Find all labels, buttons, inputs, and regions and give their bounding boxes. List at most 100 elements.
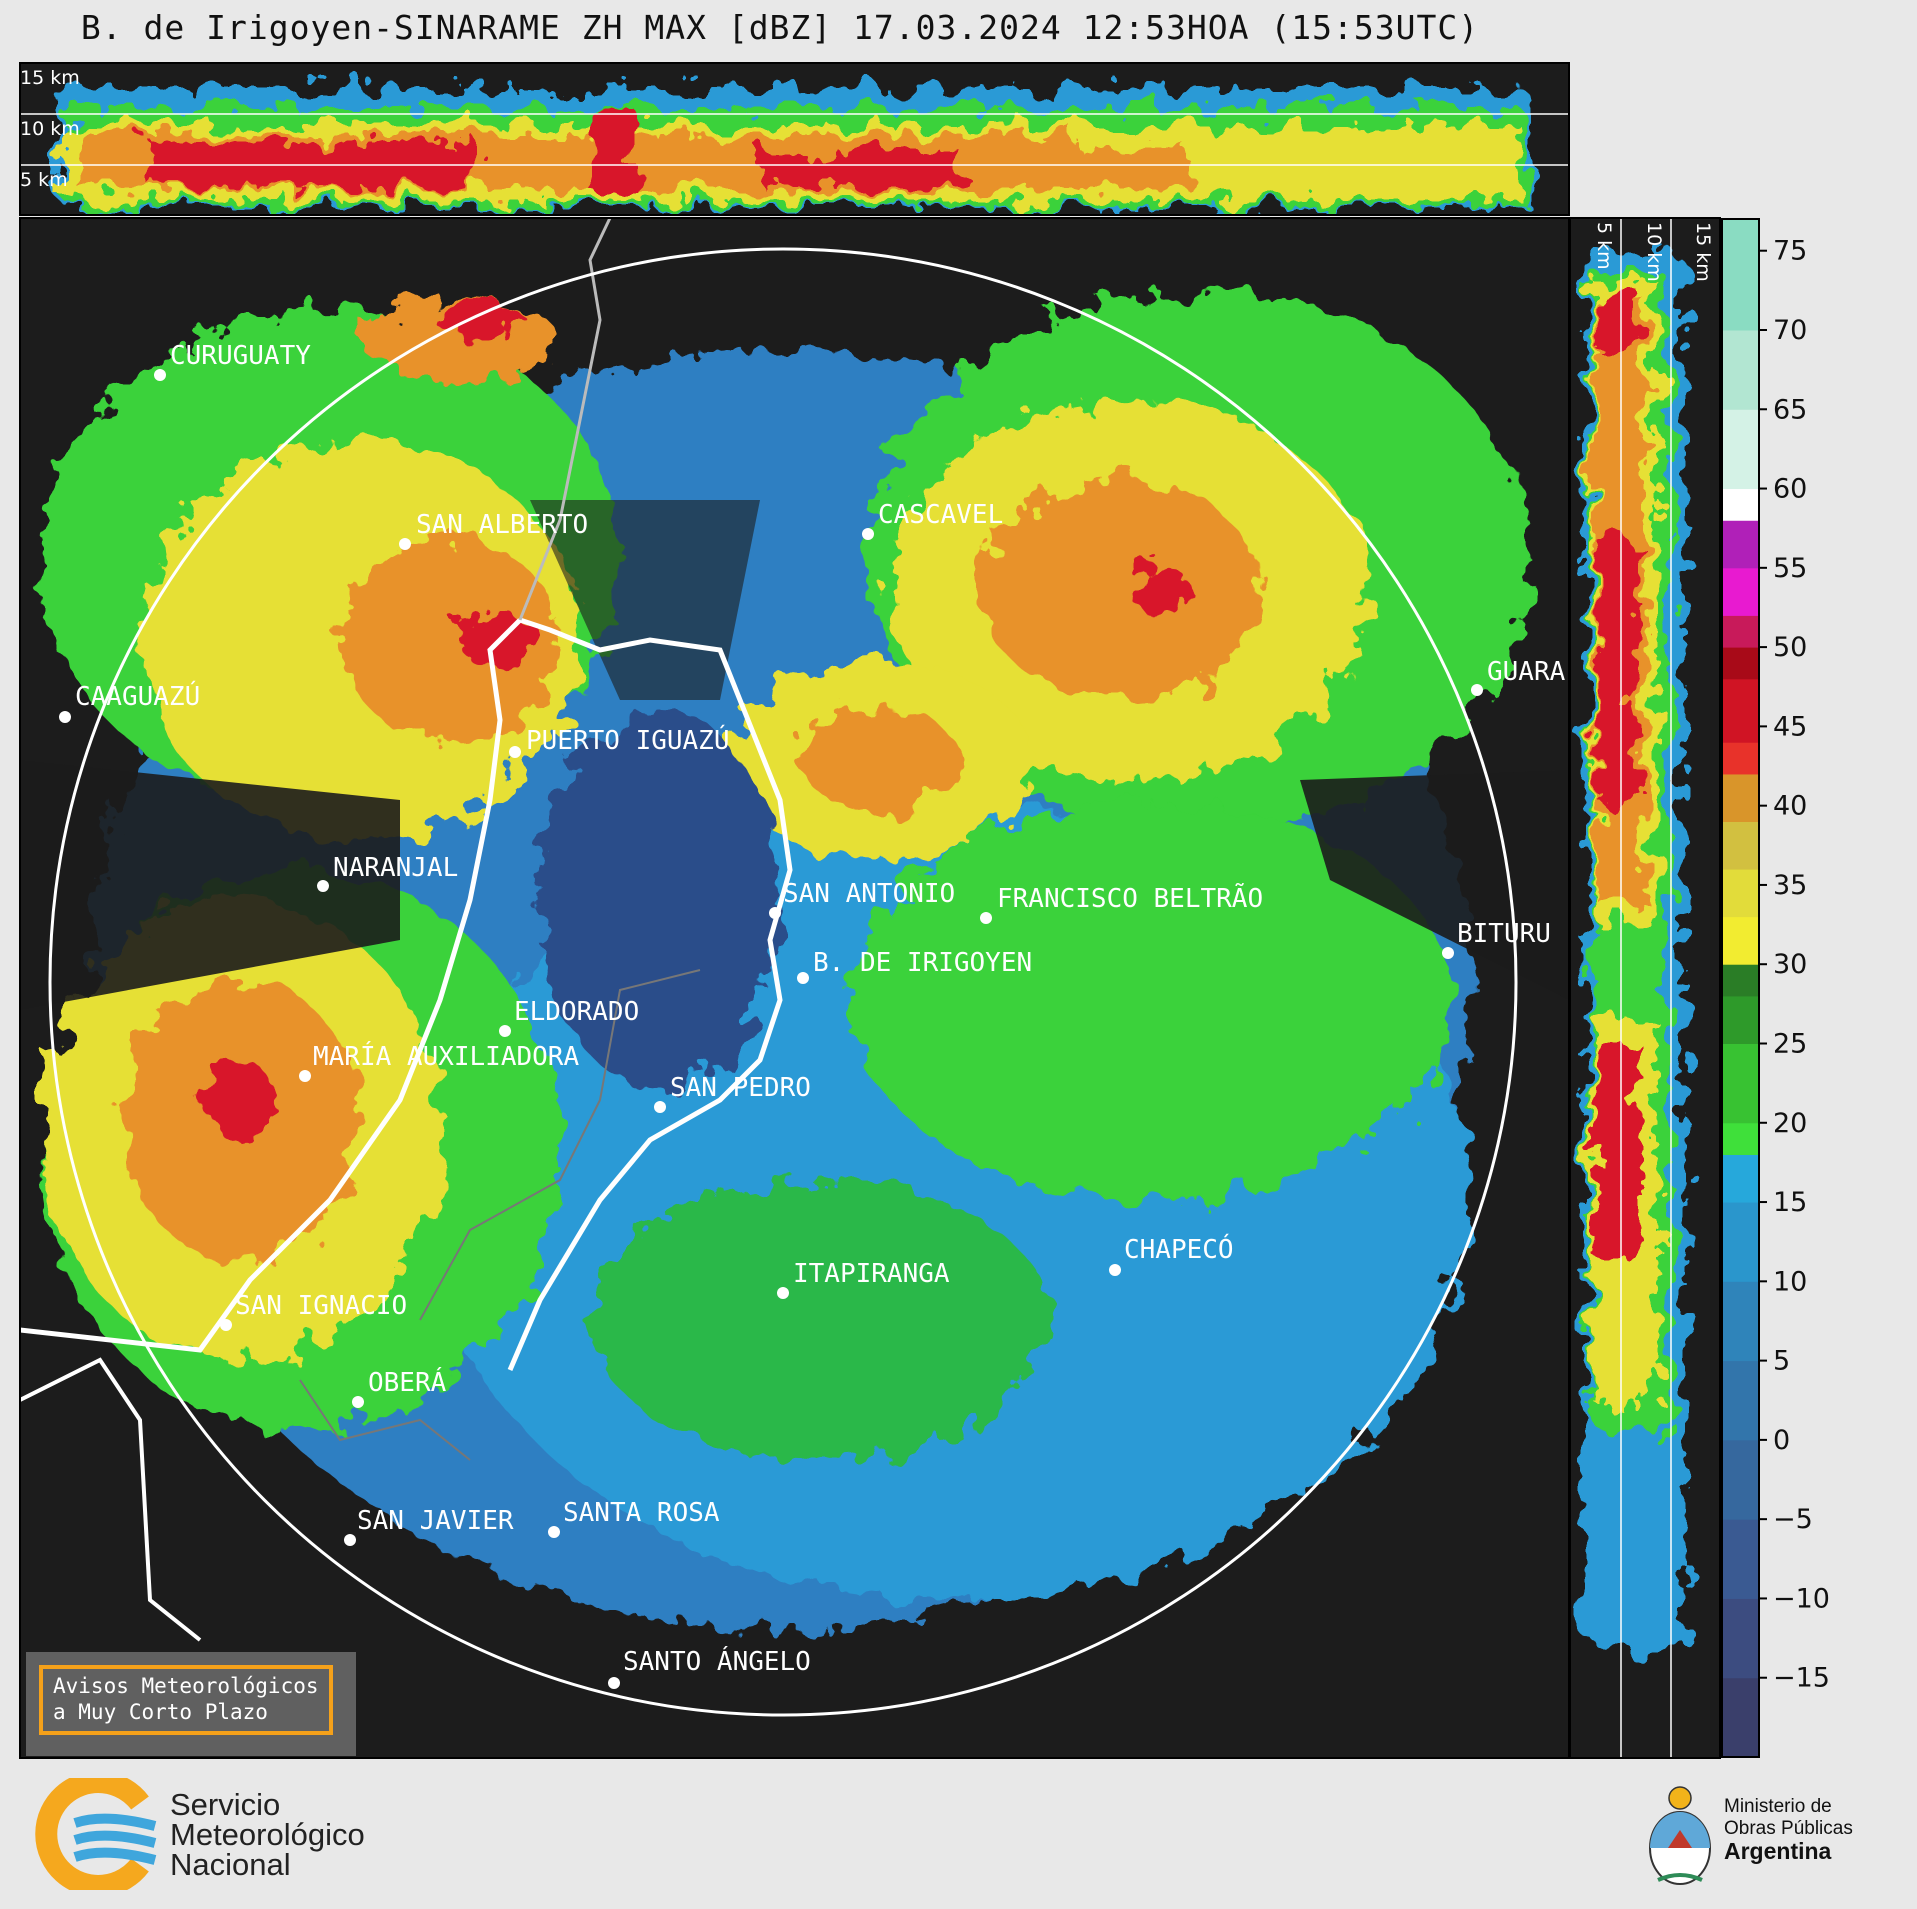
side-height-label-10: 10 km <box>1643 222 1665 282</box>
colorbar-tick-label: 0 <box>1773 1425 1790 1456</box>
city-obera: OBERÁ <box>352 1366 447 1408</box>
svg-text:BITURU: BITURU <box>1457 919 1551 949</box>
side-height-panel: 5 km 10 km 15 km <box>1570 218 1720 1758</box>
colorbar-band <box>1722 1598 1759 1679</box>
colorbar-band <box>1722 1439 1759 1520</box>
colorbar-tick-label: 55 <box>1773 553 1807 584</box>
colorbar-band <box>1722 219 1759 331</box>
svg-text:SAN ALBERTO: SAN ALBERTO <box>416 510 588 540</box>
colorbar-band <box>1722 742 1759 775</box>
colorbar-band <box>1722 329 1759 410</box>
svg-text:CAAGUAZÚ: CAAGUAZÚ <box>75 680 200 712</box>
side-height-label-5: 5 km <box>1593 222 1615 270</box>
colorbar-tick-label: 75 <box>1773 236 1807 267</box>
top-height-label-5: 5 km <box>20 169 68 191</box>
city-b-de-irigoyen: B. DE IRIGOYEN <box>797 948 1032 984</box>
colorbar-band <box>1722 1043 1759 1124</box>
colorbar-band <box>1722 869 1759 918</box>
colorbar-band <box>1722 1360 1759 1441</box>
colorbar-tick-label: 5 <box>1773 1346 1790 1377</box>
svg-text:ITAPIRANGA: ITAPIRANGA <box>793 1259 950 1289</box>
city-markers: CURUGUATY SAN ALBERTO CASCAVEL CAAGUAZÚ … <box>59 341 1566 1689</box>
colorbar-tick-label: 30 <box>1773 949 1807 980</box>
city-chapeco: CHAPECÓ <box>1109 1233 1234 1276</box>
colorbar-tick-label: 35 <box>1773 870 1807 901</box>
notice-line-1: Avisos Meteorológicos <box>53 1674 319 1698</box>
top-height-label-15: 15 km <box>20 67 80 89</box>
smn-logo-icon <box>35 1778 157 1890</box>
notice-frame: Avisos Meteorológicos a Muy Corto Plazo <box>39 1665 333 1735</box>
svg-text:B. DE IRIGOYEN: B. DE IRIGOYEN <box>813 948 1032 978</box>
colorbar-tick-label: 70 <box>1773 315 1807 346</box>
colorbar-band <box>1722 409 1759 490</box>
svg-text:ELDORADO: ELDORADO <box>514 997 639 1027</box>
colorbar-band <box>1722 821 1759 870</box>
colorbar-tick-label: 25 <box>1773 1028 1807 1059</box>
svg-text:SAN ANTONIO: SAN ANTONIO <box>783 879 955 909</box>
colorbar-band <box>1722 1677 1759 1758</box>
smn-logo-text: Servicio Meteorológico Nacional <box>170 1787 365 1880</box>
colorbar-band <box>1722 488 1759 521</box>
city-francisco-beltrao: FRANCISCO BELTRÃO <box>980 882 1263 924</box>
colorbar-band <box>1722 916 1759 965</box>
ministry-logo-text: Ministerio de Obras Públicas Argentina <box>1724 1796 1853 1864</box>
notice-line-2: a Muy Corto Plazo <box>53 1700 268 1724</box>
city-puerto-iguazu: PUERTO IGUAZÚ <box>509 724 730 758</box>
city-naranjal: NARANJAL <box>317 853 458 892</box>
colorbar-tick-label: 20 <box>1773 1108 1807 1139</box>
city-san-pedro: SAN PEDRO <box>654 1073 811 1113</box>
notice-box[interactable]: Avisos Meteorológicos a Muy Corto Plazo <box>26 1652 356 1756</box>
coat-of-arms-icon <box>1649 1786 1711 1885</box>
colorbar-tick-label: 40 <box>1773 791 1807 822</box>
colorbar-band <box>1722 520 1759 569</box>
ministry-line-2: Obras Públicas <box>1724 1818 1853 1839</box>
colorbar-band <box>1722 647 1759 680</box>
colorbar-band <box>1722 964 1759 997</box>
svg-text:CASCAVEL: CASCAVEL <box>878 500 1003 530</box>
svg-text:CHAPECÓ: CHAPECÓ <box>1124 1233 1234 1265</box>
svg-text:NARANJAL: NARANJAL <box>333 853 458 883</box>
colorbar-band <box>1722 1519 1759 1599</box>
colorbar-band <box>1722 1154 1759 1203</box>
colorbar-band <box>1722 678 1759 743</box>
reflectivity-field <box>40 290 1530 1630</box>
colorbar-band <box>1722 1281 1759 1362</box>
svg-text:MARÍA AUXILIADORA: MARÍA AUXILIADORA <box>313 1040 579 1072</box>
svg-text:SANTO ÁNGELO: SANTO ÁNGELO <box>623 1645 811 1677</box>
city-cascavel: CASCAVEL <box>862 500 1003 540</box>
svg-text:SAN IGNACIO: SAN IGNACIO <box>235 1291 407 1321</box>
svg-text:SANTA ROSA: SANTA ROSA <box>563 1498 720 1528</box>
colorbar-tick-label: −10 <box>1773 1583 1830 1614</box>
map-title: B. de Irigoyen-SINARAME ZH MAX [dBZ] 17.… <box>80 8 1480 47</box>
city-guara: GUARA <box>1471 657 1566 696</box>
radar-map: CURUGUATY SAN ALBERTO CASCAVEL CAAGUAZÚ … <box>20 218 1569 1758</box>
colorbar-band <box>1722 773 1759 823</box>
ministry-line-3: Argentina <box>1724 1838 1832 1864</box>
top-height-label-10: 10 km <box>20 118 80 140</box>
colorbar-tick-label: 45 <box>1773 711 1807 742</box>
city-curuguaty: CURUGUATY <box>154 341 311 381</box>
city-eldorado: ELDORADO <box>499 997 639 1037</box>
city-santo-angelo: SANTO ÁNGELO <box>608 1645 811 1689</box>
colorbar-band <box>1722 1202 1759 1282</box>
city-san-alberto: SAN ALBERTO <box>399 510 588 550</box>
radar-range-ring <box>48 247 1518 1717</box>
svg-text:SAN PEDRO: SAN PEDRO <box>670 1073 811 1103</box>
svg-text:PUERTO IGUAZÚ: PUERTO IGUAZÚ <box>526 724 730 756</box>
colorbar-tick-label: −5 <box>1773 1504 1813 1535</box>
side-height-label-15: 15 km <box>1692 222 1714 282</box>
smn-line-1: Servicio <box>170 1787 281 1822</box>
city-san-antonio: SAN ANTONIO <box>769 879 955 919</box>
colorbar-band <box>1722 995 1759 1044</box>
city-itapiranga: ITAPIRANGA <box>777 1259 950 1299</box>
city-caaguazu: CAAGUAZÚ <box>59 680 200 723</box>
colorbar-tick-label: −15 <box>1773 1663 1830 1694</box>
city-bituru: BITURU <box>1442 919 1551 959</box>
city-san-ignacio: SAN IGNACIO <box>220 1291 407 1331</box>
city-santa-rosa: SANTA ROSA <box>548 1498 720 1538</box>
colorbar-tick-label: 10 <box>1773 1266 1807 1297</box>
colorbar-tick-label: 60 <box>1773 474 1807 505</box>
colorbar-band <box>1722 567 1759 616</box>
